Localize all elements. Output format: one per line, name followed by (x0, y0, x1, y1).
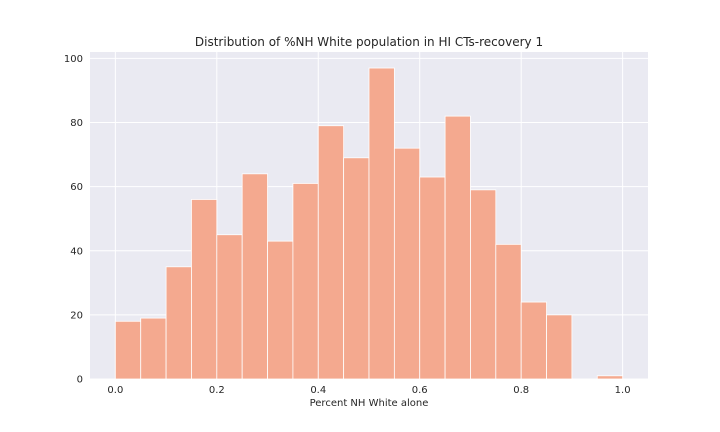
y-tick-label: 100 (64, 54, 83, 65)
y-tick-label: 80 (70, 118, 83, 129)
y-tick-label: 20 (70, 310, 83, 321)
histogram-bar (419, 176, 446, 380)
x-tick-label: 0.6 (412, 385, 428, 396)
y-axis-ticks: 0 20 40 60 80 100 (64, 54, 83, 386)
bars (114, 67, 624, 380)
x-tick-label: 1.0 (615, 385, 631, 396)
x-tick-label: 0.0 (107, 385, 123, 396)
x-tick-label: 0.8 (513, 385, 529, 396)
y-tick-label: 40 (70, 246, 83, 257)
histogram-bar (114, 320, 142, 380)
histogram-bar (546, 314, 573, 380)
histogram-bar (140, 317, 167, 380)
chart-title: Distribution of %NH White population in … (195, 35, 543, 49)
histogram-bar (495, 243, 522, 380)
histogram-bar (317, 125, 345, 380)
histogram-bar (343, 157, 370, 380)
histogram-bar (470, 189, 497, 380)
histogram-bar (216, 234, 243, 380)
histogram-bar (165, 266, 192, 380)
y-tick-label: 0 (77, 375, 83, 386)
histogram-bar (368, 67, 395, 380)
x-tick-label: 0.4 (310, 385, 326, 396)
x-axis-ticks: 0.0 0.2 0.4 0.6 0.8 1.0 (107, 385, 630, 396)
histogram-bar (191, 199, 218, 380)
histogram-bar (520, 301, 547, 380)
histogram-bar (267, 240, 294, 380)
histogram-bar (292, 183, 319, 380)
x-axis-label: Percent NH White alone (310, 398, 429, 409)
y-tick-label: 60 (70, 182, 83, 193)
histogram-bar (596, 375, 624, 380)
histogram-bar (241, 173, 268, 380)
histogram-bar (444, 115, 471, 380)
histogram-bar (393, 147, 421, 380)
x-tick-label: 0.2 (209, 385, 225, 396)
